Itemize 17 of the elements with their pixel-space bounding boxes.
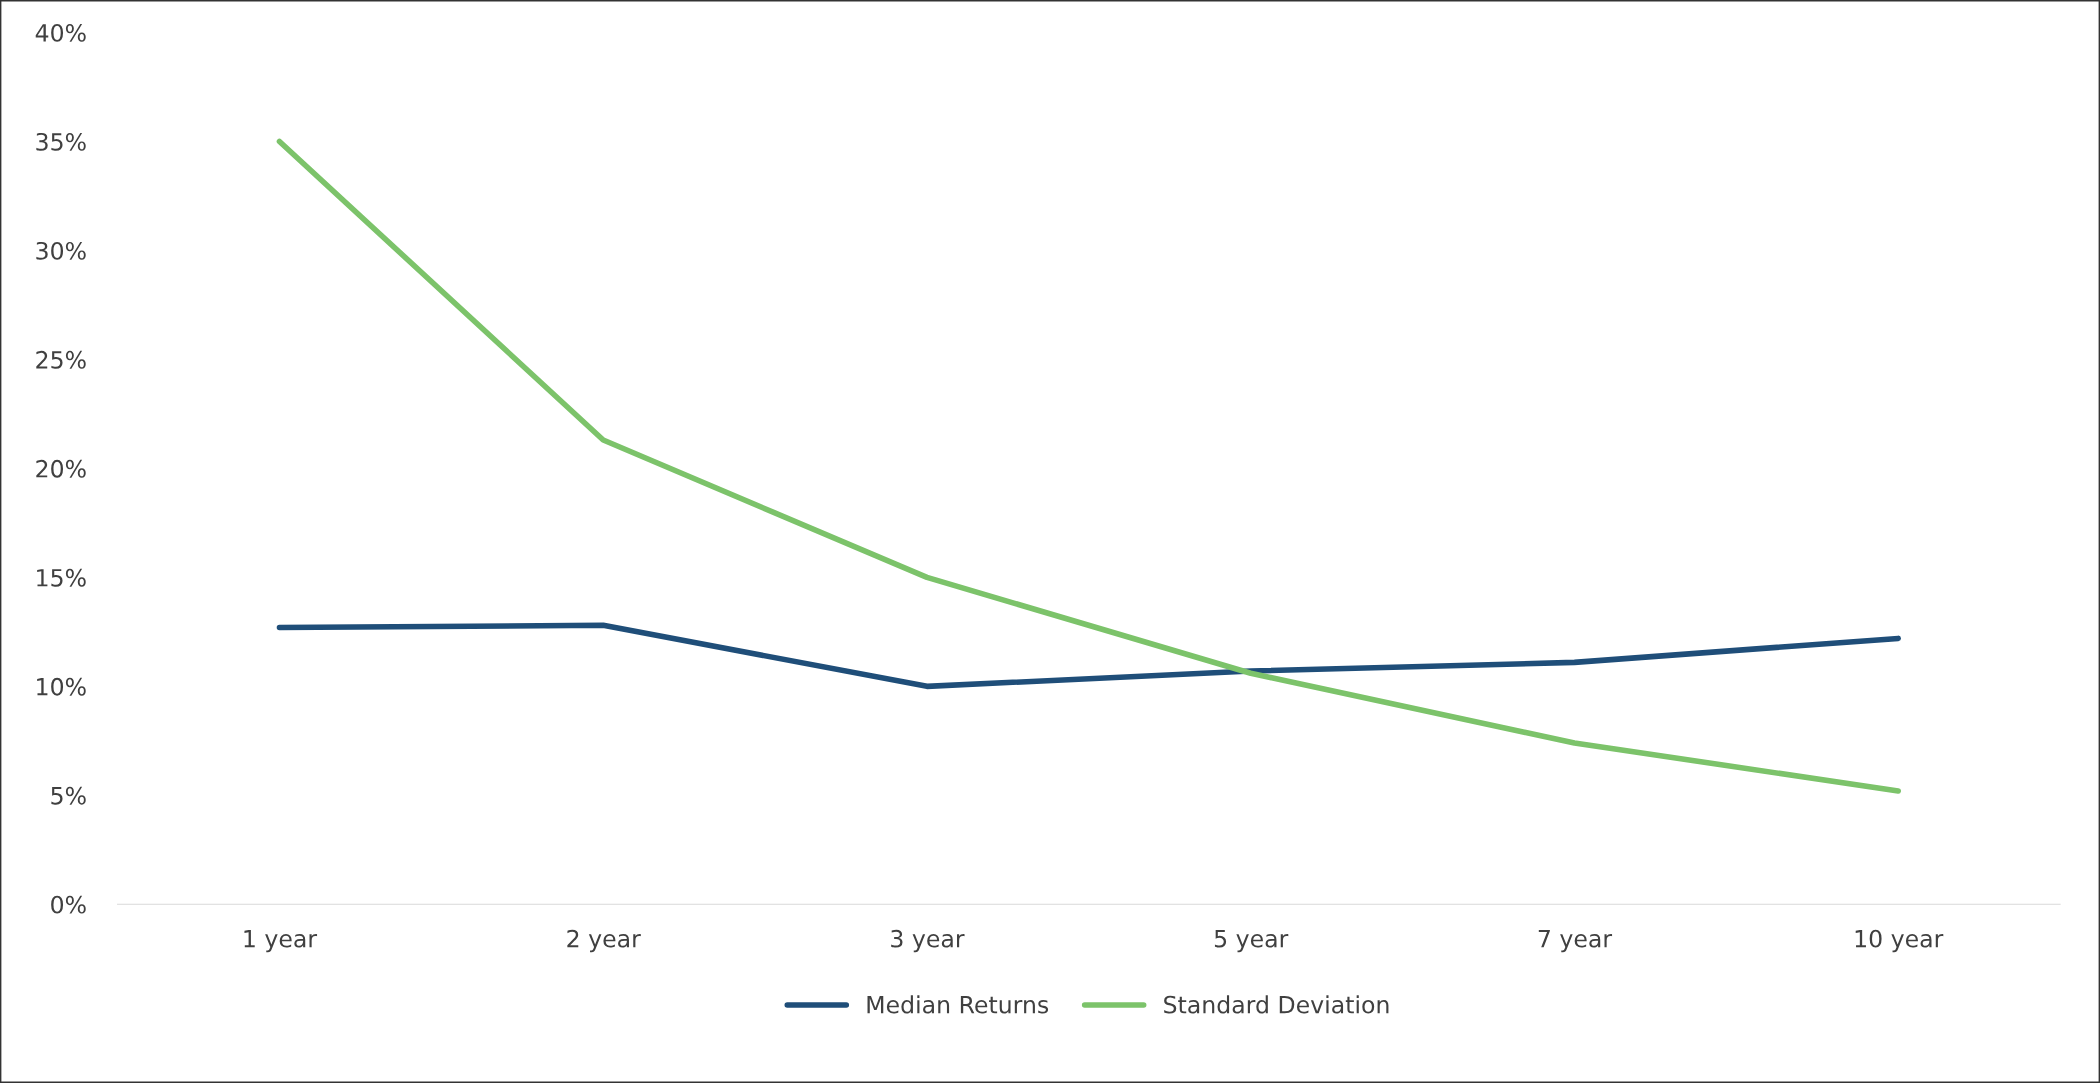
legend-label: Standard Deviation bbox=[1164, 995, 1389, 1014]
y-tick-label: 40% bbox=[35, 23, 86, 42]
x-tick-label: 10 year bbox=[1855, 929, 1944, 953]
y-tick-label: 0% bbox=[51, 895, 86, 914]
x-tick-label: 5 year bbox=[1214, 930, 1289, 953]
y-tick-label: 20% bbox=[36, 459, 86, 478]
legend-label: Median Returns bbox=[867, 995, 1049, 1014]
y-tick-label: 10% bbox=[37, 677, 86, 696]
x-tick-label: 2 year bbox=[567, 929, 641, 953]
y-tick-label: 30% bbox=[36, 241, 86, 260]
y-tick-label: 5% bbox=[51, 786, 86, 805]
y-tick-label: 35% bbox=[36, 132, 86, 151]
y-tick-label: 15% bbox=[37, 568, 86, 587]
x-tick-label: 3 year bbox=[891, 929, 965, 953]
x-tick-label: 1 year bbox=[244, 930, 318, 953]
x-tick-label: 7 year bbox=[1538, 930, 1613, 953]
y-tick-label: 25% bbox=[36, 350, 86, 369]
